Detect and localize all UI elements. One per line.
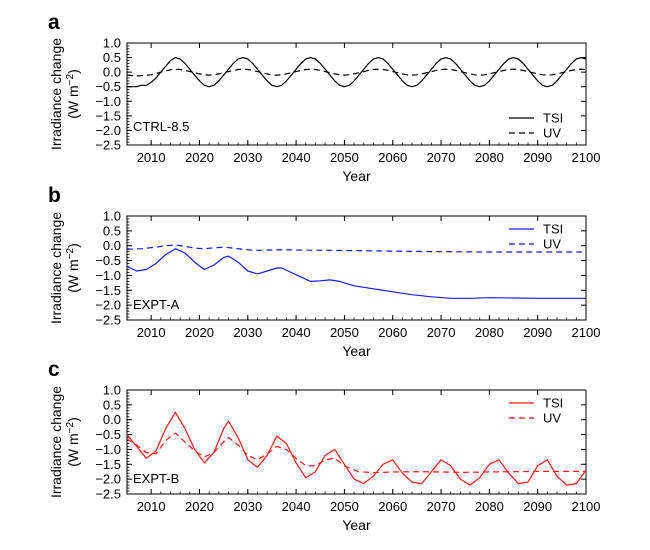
chart-panel-a: a 1.00.50.0−0.5−1.0−1.5−2.0−2.5 2010 2020 20… [48, 11, 600, 184]
y-tick-label: 0.0 [103, 65, 121, 80]
x-tick-label: 2070 [427, 499, 456, 514]
y-tick-label: 1.0 [103, 36, 121, 51]
x-tick-label: 2010 [137, 325, 166, 340]
series-line-tsi [127, 57, 586, 88]
x-tick-label: 2030 [233, 150, 262, 165]
y-tick-label: 1.0 [103, 209, 121, 224]
annotation-label: EXPT-B [133, 471, 179, 486]
x-tick-label: 2060 [378, 150, 407, 165]
legend-label-uv: UV [543, 237, 561, 252]
annotation-label: EXPT-A [133, 297, 180, 312]
chart-panel-b: b 1.00.50.0−0.5−1.0−1.5−2.0−2.5 2010 2020 20… [48, 184, 600, 359]
y-tick-label: −2.0 [95, 123, 121, 138]
series-line-uv [127, 68, 586, 77]
y-tick-label: −2.0 [95, 298, 121, 313]
x-tick-label: 2090 [523, 150, 552, 165]
legend-label-uv: UV [543, 126, 561, 141]
y-tick-label: 0.0 [103, 412, 121, 427]
legend-label-tsi: TSI [543, 222, 563, 237]
y-axis-unit: (W m−2) [65, 69, 81, 119]
chart-panel-c: c 1.00.50.0−0.5−1.0−1.5−2.0−2.5 2010 2020 20… [48, 358, 600, 533]
x-tick-label: 2090 [523, 499, 552, 514]
legend-label-uv: UV [543, 411, 561, 426]
y-tick-label: 0.5 [103, 50, 121, 65]
legend-label-tsi: TSI [543, 396, 563, 411]
panel-label: c [48, 358, 60, 381]
x-tick-label: 2040 [282, 150, 311, 165]
x-tick-label: 2100 [572, 325, 601, 340]
x-tick-label: 2050 [330, 325, 359, 340]
y-tick-label: 0.5 [103, 223, 121, 238]
x-tick-label: 2020 [185, 325, 214, 340]
x-tick-label: 2100 [572, 150, 601, 165]
x-tick-label: 2020 [185, 150, 214, 165]
x-tick-label: 2070 [427, 325, 456, 340]
y-tick-label: 1.0 [103, 383, 121, 398]
legend-label-tsi: TSI [543, 111, 563, 126]
y-tick-label: −1.5 [95, 108, 121, 123]
y-tick-label: −1.0 [95, 94, 121, 109]
y-tick-label: −2.5 [95, 138, 121, 153]
y-axis-label: Irradiance change [48, 386, 64, 498]
x-tick-label: 2010 [137, 499, 166, 514]
x-tick-label: 2050 [330, 150, 359, 165]
x-tick-label: 2060 [378, 499, 407, 514]
y-axis-unit: (W m−2) [65, 417, 81, 467]
y-axis-label: Irradiance change [48, 212, 64, 324]
x-axis-label: Year [342, 168, 371, 184]
x-tick-label: 2070 [427, 150, 456, 165]
x-tick-label: 2060 [378, 325, 407, 340]
y-tick-label: −1.0 [95, 268, 121, 283]
x-tick-label: 2030 [233, 499, 262, 514]
plot-frame [126, 42, 587, 146]
x-axis-label: Year [342, 517, 371, 533]
y-tick-label: −0.5 [95, 79, 121, 94]
y-tick-label: −1.0 [95, 442, 121, 457]
series-line-tsi [127, 248, 586, 299]
x-tick-label: 2050 [330, 499, 359, 514]
x-tick-label: 2020 [185, 499, 214, 514]
y-axis-label: Irradiance change [48, 38, 64, 150]
y-tick-label: −0.5 [95, 427, 121, 442]
y-tick-label: 0.5 [103, 397, 121, 412]
x-axis-label: Year [342, 343, 371, 359]
x-tick-label: 2030 [233, 325, 262, 340]
y-tick-label: −2.0 [95, 472, 121, 487]
panel-label: b [48, 184, 61, 207]
y-tick-label: 0.0 [103, 238, 121, 253]
annotation-label: CTRL-8.5 [133, 119, 189, 134]
y-tick-label: −2.5 [95, 313, 121, 328]
x-tick-label: 2090 [523, 325, 552, 340]
y-tick-label: −1.5 [95, 457, 121, 472]
series-line-uv [127, 432, 586, 474]
x-tick-label: 2040 [282, 325, 311, 340]
y-tick-label: −2.5 [95, 487, 121, 502]
y-tick-label: −1.5 [95, 283, 121, 298]
x-tick-label: 2080 [475, 325, 504, 340]
series-line-uv [127, 244, 586, 253]
x-tick-label: 2040 [282, 499, 311, 514]
plot-frame [126, 389, 587, 495]
x-tick-label: 2010 [137, 150, 166, 165]
y-axis-unit: (W m−2) [65, 243, 81, 293]
plot-frame [126, 215, 587, 321]
y-tick-label: −0.5 [95, 253, 121, 268]
x-tick-label: 2100 [572, 499, 601, 514]
x-tick-label: 2080 [475, 499, 504, 514]
x-tick-label: 2080 [475, 150, 504, 165]
panel-label: a [48, 11, 60, 34]
series-line-tsi [127, 411, 586, 486]
